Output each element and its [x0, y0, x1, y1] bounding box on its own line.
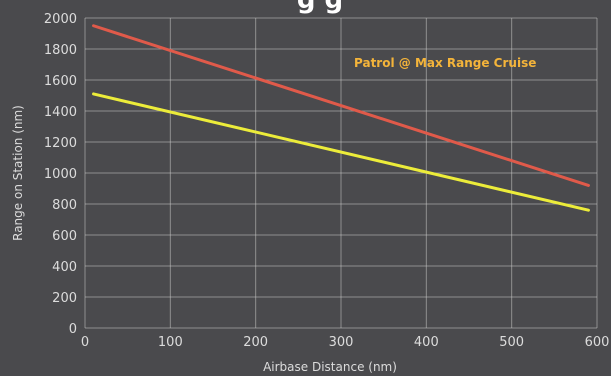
y-tick-label: 800: [52, 198, 77, 213]
y-tick-label: 1600: [44, 74, 77, 89]
x-tick-label: 600: [585, 335, 610, 350]
y-tick-label: 0: [69, 322, 77, 337]
y-tick-label: 200: [52, 291, 77, 306]
y-tick-label: 1200: [44, 136, 77, 151]
annotation-label: Patrol @ Max Range Cruise: [354, 56, 536, 70]
y-tick-label: 1800: [44, 43, 77, 58]
x-axis-title: Airbase Distance (nm): [263, 360, 397, 374]
series-line-1: [92, 24, 590, 187]
x-tick-label: 100: [158, 335, 183, 350]
series-lines: [92, 24, 590, 212]
y-tick-label: 1400: [44, 105, 77, 120]
x-axis-ticks: 0 100 200 300 400 500 600: [81, 335, 610, 350]
x-tick-label: 400: [414, 335, 439, 350]
x-tick-label: 200: [243, 335, 268, 350]
y-axis-title: Range on Station (nm): [11, 105, 25, 241]
chart-title-fragment: g g: [297, 0, 343, 15]
y-tick-label: 400: [52, 260, 77, 275]
x-tick-label: 300: [329, 335, 354, 350]
x-tick-label: 500: [499, 335, 524, 350]
grid: [84, 17, 598, 329]
y-axis-ticks: 0 200 400 600 800 1000 1200 1400 1600 1800 2000: [44, 12, 77, 337]
series-line-2: [92, 92, 590, 212]
y-tick-label: 2000: [44, 12, 77, 27]
y-tick-label: 1000: [44, 167, 77, 182]
x-tick-label: 0: [81, 335, 89, 350]
y-tick-label: 600: [52, 229, 77, 244]
